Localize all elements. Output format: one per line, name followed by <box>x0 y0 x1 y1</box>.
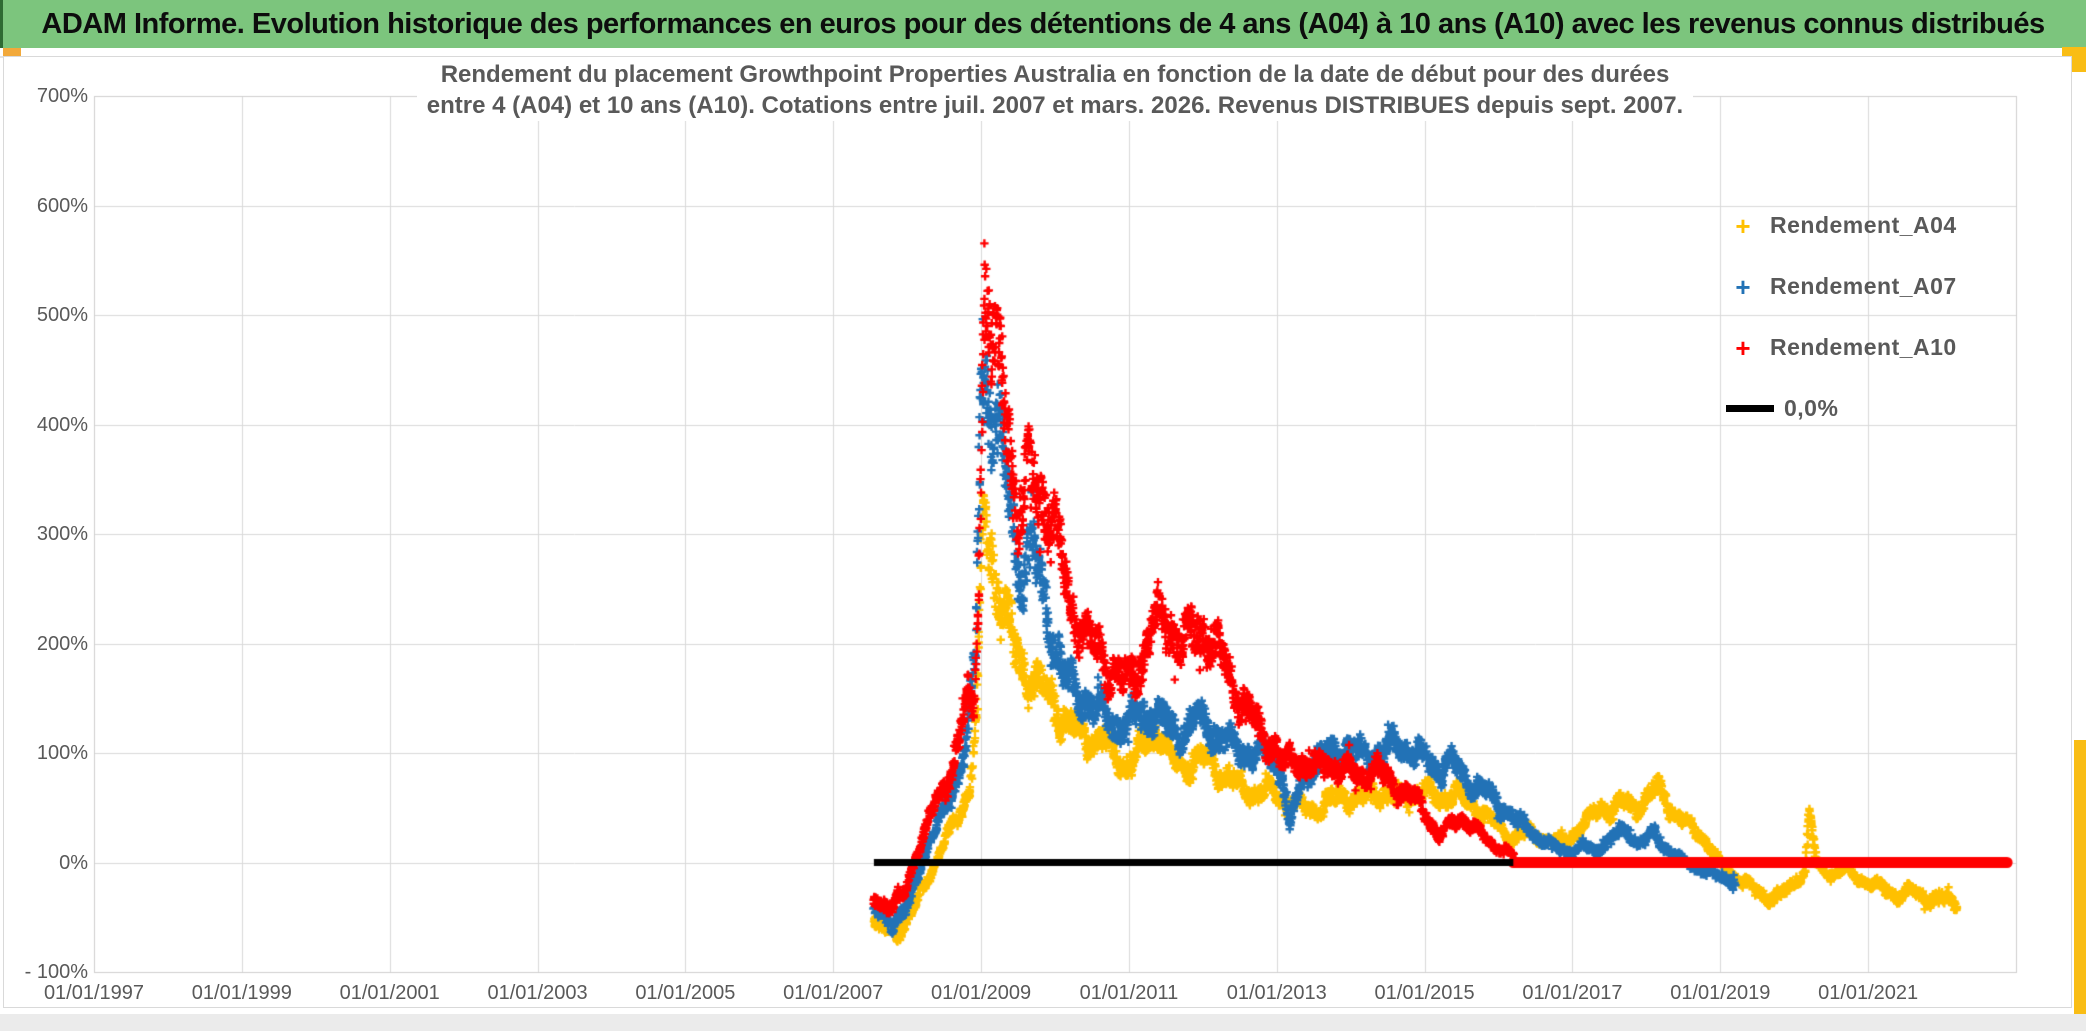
legend-label: Rendement_A04 <box>1770 212 1957 238</box>
chart-frame[interactable]: Rendement du placement Growthpoint Prope… <box>3 56 2072 1008</box>
x-tick-label: 01/01/2015 <box>1374 982 1475 1004</box>
x-tick-label: 01/01/2003 <box>487 982 588 1004</box>
y-tick-label: 100% <box>36 742 88 764</box>
x-tick-label: 01/01/2011 <box>1079 982 1179 1004</box>
x-tick-label: 01/01/2019 <box>1670 982 1771 1004</box>
x-tick-label: 01/01/2009 <box>931 982 1032 1004</box>
x-tick-label: 01/01/1997 <box>43 982 145 1004</box>
chart-title-line-2: entre 4 (A04) et 10 ans (A10). Cotations… <box>416 90 1694 121</box>
plus-marker-icon: + <box>1735 271 1751 302</box>
x-tick-label: 01/01/2001 <box>339 982 440 1004</box>
legend-item-a07[interactable]: + Rendement_A07 <box>1726 256 2066 317</box>
x-tick-label: 01/01/1999 <box>191 982 292 1004</box>
y-tick-label: 500% <box>36 304 88 326</box>
legend-item-a04[interactable]: + Rendement_A04 <box>1726 195 2066 256</box>
header-bar: ADAM Informe. Evolution historique des p… <box>0 0 2086 48</box>
x-tick-label: 01/01/2013 <box>1226 982 1327 1004</box>
y-tick-label: 400% <box>36 413 88 436</box>
right-gold-bar <box>2074 740 2086 1031</box>
chart-title-line-1: Rendement du placement Growthpoint Prope… <box>430 59 1680 90</box>
legend-label: Rendement_A10 <box>1770 334 1957 360</box>
plus-marker-icon: + <box>1735 210 1751 241</box>
y-tick-label: 200% <box>36 632 88 655</box>
bottom-gray-band <box>0 1014 2086 1031</box>
legend-item-a10[interactable]: + Rendement_A10 <box>1726 317 2066 378</box>
x-tick-label: 01/01/2007 <box>783 982 884 1004</box>
header-left-accent <box>0 0 3 48</box>
y-tick-label: 700% <box>36 85 88 107</box>
y-tick-label: 600% <box>36 194 88 217</box>
legend-label: 0,0% <box>1784 395 1839 421</box>
y-tick-label: 0% <box>59 851 88 874</box>
left-gold-accent <box>3 48 21 58</box>
y-tick-label: 300% <box>36 523 88 545</box>
x-tick-label: 01/01/2005 <box>635 982 736 1004</box>
chart-canvas <box>4 57 2071 1007</box>
page-title: ADAM Informe. Evolution historique des p… <box>41 7 2045 40</box>
legend[interactable]: + Rendement_A04 + Rendement_A07 + Rendem… <box>1726 195 2066 439</box>
legend-label: Rendement_A07 <box>1770 273 1957 299</box>
x-tick-label: 01/01/2021 <box>1818 982 1919 1004</box>
legend-item-zero-line[interactable]: 0,0% <box>1726 378 2066 439</box>
y-tick-label: - 100% <box>24 961 88 983</box>
x-tick-label: 01/01/2017 <box>1522 982 1623 1004</box>
chart-title: Rendement du placement Growthpoint Prope… <box>94 59 2016 121</box>
line-marker-icon <box>1726 405 1774 412</box>
plus-marker-icon: + <box>1735 332 1751 363</box>
